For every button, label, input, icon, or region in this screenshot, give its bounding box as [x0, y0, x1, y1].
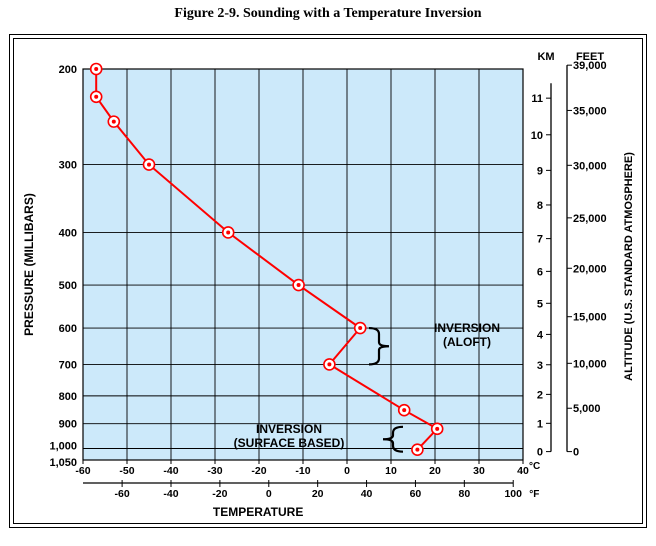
celsius-tick-label: -60 [75, 465, 90, 477]
fahrenheit-tick-label: -60 [115, 488, 130, 500]
chart-outer-frame [9, 34, 647, 528]
celsius-tick-label: 30 [473, 465, 485, 477]
fahrenheit-tick-label: -20 [212, 488, 227, 500]
km-tick-label: 7 [537, 234, 543, 246]
feet-header: FEET [576, 51, 604, 63]
km-tick-label: 6 [537, 266, 543, 278]
celsius-tick-label: -10 [295, 465, 310, 477]
pressure-tick-label: 300 [59, 160, 77, 172]
fahrenheit-tick-label: 0 [266, 488, 272, 500]
pressure-tick-label: 500 [59, 280, 77, 292]
pressure-tick-label: 1,050 [49, 457, 77, 469]
km-tick-label: 8 [537, 200, 543, 212]
km-tick-label: 11 [531, 93, 543, 105]
data-point-center [358, 326, 363, 331]
data-point-center [147, 162, 151, 167]
data-point-center [402, 408, 407, 413]
pressure-tick-label: 1,000 [49, 440, 77, 452]
data-point-center [94, 67, 99, 71]
celsius-tick-label: 10 [385, 465, 397, 477]
inversion-surface-brace [382, 425, 404, 453]
celsius-tick-label: -40 [163, 465, 178, 477]
km-tick-label: 3 [537, 360, 543, 372]
data-point-center [435, 426, 440, 431]
x-axis-title: TEMPERATURE [213, 505, 303, 519]
right-axis-title: ALTITUDE (U.S. STANDARD ATMOSPHERE) [623, 152, 635, 381]
inversion-surface-label: INVERSION [256, 422, 322, 436]
inversion-aloft-label: INVERSION [434, 321, 500, 335]
celsius-tick-label: 20 [429, 465, 441, 477]
feet-tick-label: 30,000 [573, 160, 607, 172]
data-point-center [296, 283, 301, 288]
feet-tick-label: 15,000 [573, 312, 607, 324]
celsius-tick-label: -30 [207, 465, 222, 477]
y-axis-title: PRESSURE (MILLIBARS) [22, 193, 36, 336]
km-tick-label: 10 [531, 130, 543, 142]
fahrenheit-tick-label: 40 [361, 488, 373, 500]
data-point-center [226, 230, 231, 235]
data-point-center [327, 362, 332, 367]
km-header: KM [537, 51, 554, 63]
chart-inner-frame [13, 38, 643, 524]
data-point-center [415, 447, 420, 452]
feet-tick-label: 20,000 [573, 263, 607, 275]
pressure-tick-label: 200 [59, 64, 77, 76]
inversion-surface-sublabel: (SURFACE BASED) [234, 436, 345, 450]
km-tick-label: 0 [537, 447, 543, 459]
feet-tick-label: 35,000 [573, 105, 607, 117]
feet-tick-label: 39,000 [573, 60, 607, 72]
data-point-center [111, 119, 116, 124]
km-tick-label: 2 [537, 389, 543, 401]
km-tick-label: 4 [537, 329, 544, 341]
pressure-tick-label: 800 [59, 391, 77, 403]
celsius-tick-label: 40 [517, 465, 529, 477]
celsius-tick-label: -20 [251, 465, 266, 477]
feet-tick-label: 5,000 [573, 403, 601, 415]
fahrenheit-tick-label: -40 [163, 488, 178, 500]
km-tick-label: 5 [537, 298, 543, 310]
pressure-tick-label: 400 [59, 227, 77, 239]
pressure-tick-label: 600 [59, 323, 77, 335]
data-point-center [94, 94, 99, 99]
km-tick-label: 1 [537, 418, 543, 430]
fahrenheit-tick-label: 100 [504, 488, 522, 500]
pressure-tick-label: 900 [59, 419, 77, 431]
feet-tick-label: 25,000 [573, 213, 607, 225]
fahrenheit-tick-label: 60 [410, 488, 422, 500]
feet-tick-label: 0 [573, 447, 579, 459]
fahrenheit-tick-label: 80 [458, 488, 470, 500]
series-temperature [89, 62, 444, 456]
celsius-tick-label: -50 [119, 465, 134, 477]
figure-title: Figure 2-9. Sounding with a Temperature … [174, 6, 482, 21]
inversion-aloft-brace [368, 326, 390, 366]
inversion-aloft-sublabel: (ALOFT) [443, 335, 491, 349]
celsius-unit-label: °C [529, 461, 540, 472]
celsius-tick-label: 0 [344, 465, 350, 477]
annotations: INVERSION(ALOFT)INVERSION(SURFACE BASED) [234, 321, 500, 453]
km-tick-label: 9 [537, 165, 543, 177]
pressure-tick-label: 700 [59, 359, 77, 371]
fahrenheit-unit-label: °F [529, 489, 539, 500]
axes: 2003004005006007008009001,0001,050PRESSU… [22, 51, 635, 519]
feet-tick-label: 10,000 [573, 358, 607, 370]
fahrenheit-tick-label: 20 [312, 488, 324, 500]
